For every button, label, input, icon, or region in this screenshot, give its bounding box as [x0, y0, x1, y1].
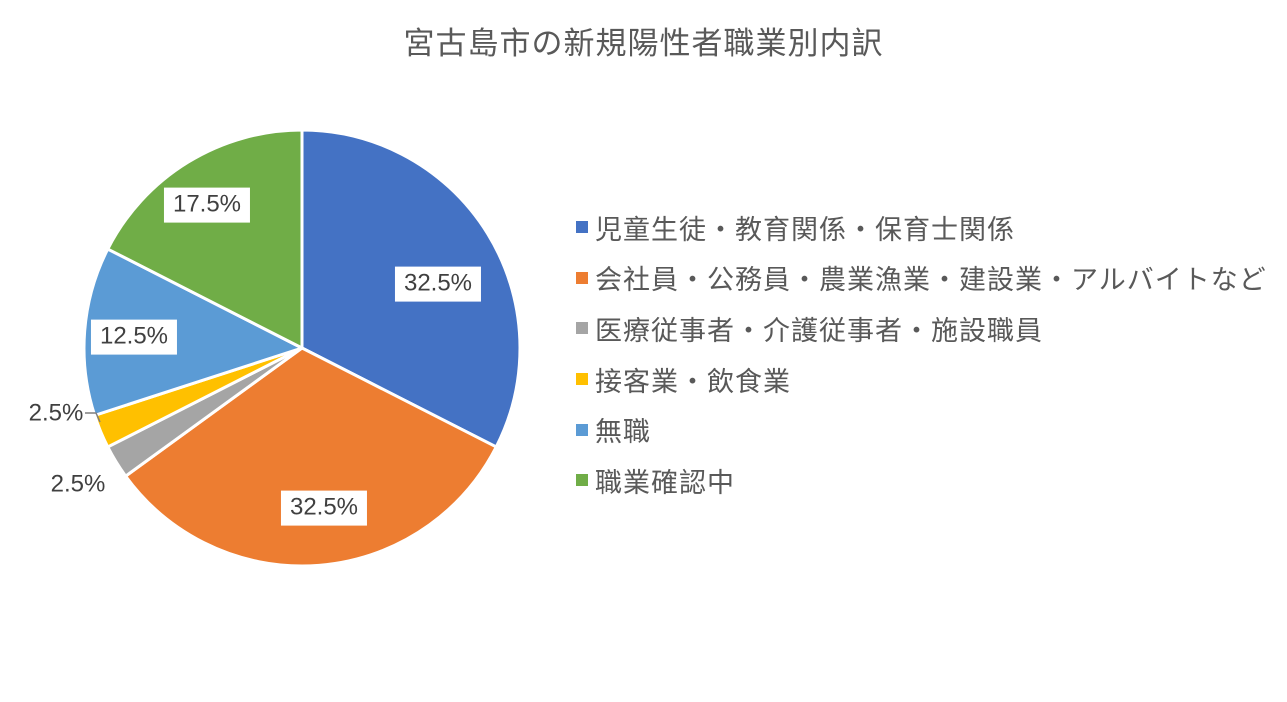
pie-slice-1[interactable] [124, 346, 498, 568]
legend: 児童生徒・教育関係・保育士関係 会社員・公務員・農業漁業・建設業・アルバイトなど… [576, 202, 1267, 506]
legend-item-company-workers[interactable]: 会社員・公務員・農業漁業・建設業・アルバイトなど [576, 253, 1267, 304]
legend-swatch-icon [576, 271, 588, 284]
leader-line-slice-3 [85, 412, 101, 423]
legend-item-occupation-confirming[interactable]: 職業確認中 [576, 455, 1267, 506]
legend-swatch-icon [576, 322, 588, 335]
legend-item-medical-care[interactable]: 医療従事者・介護従事者・施設職員 [576, 303, 1267, 354]
data-label-slice-2: 2.5% [50, 470, 106, 498]
legend-label: 児童生徒・教育関係・保育士関係 [595, 214, 1015, 245]
data-label-slice-0: 32.5% [394, 266, 482, 302]
legend-item-children-education[interactable]: 児童生徒・教育関係・保育士関係 [576, 202, 1267, 253]
pie-slice-5[interactable] [106, 128, 304, 350]
pie-slice-4[interactable] [82, 247, 304, 417]
legend-label: 職業確認中 [595, 467, 735, 498]
legend-label: 無職 [595, 417, 651, 448]
legend-label: 接客業・飲食業 [595, 366, 791, 397]
legend-item-hospitality-food[interactable]: 接客業・飲食業 [576, 354, 1267, 405]
legend-label: 会社員・公務員・農業漁業・建設業・アルバイトなど [595, 265, 1267, 296]
data-label-slice-4: 12.5% [90, 319, 178, 355]
data-label-slice-5: 17.5% [163, 187, 251, 223]
legend-swatch-icon [576, 373, 588, 386]
legend-item-unemployed[interactable]: 無職 [576, 404, 1267, 455]
legend-swatch-icon [576, 221, 588, 234]
chart-title: 宮古島市の新規陽性者職業別内訳 [403, 26, 884, 61]
legend-swatch-icon [576, 423, 588, 436]
data-label-slice-1: 32.5% [280, 490, 368, 526]
legend-swatch-icon [576, 474, 588, 487]
data-label-slice-3: 2.5% [28, 399, 84, 427]
legend-label: 医療従事者・介護従事者・施設職員 [595, 315, 1043, 346]
